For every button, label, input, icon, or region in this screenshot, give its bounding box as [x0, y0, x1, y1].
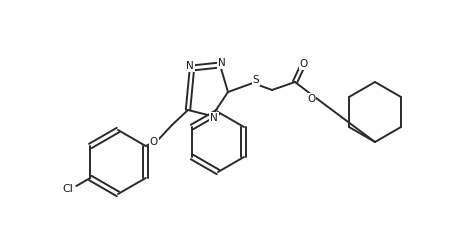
Text: N: N: [186, 61, 194, 71]
Text: O: O: [300, 59, 308, 69]
Text: Cl: Cl: [63, 184, 74, 194]
Text: O: O: [150, 137, 158, 147]
Text: N: N: [210, 113, 218, 123]
Text: N: N: [218, 58, 226, 68]
Text: S: S: [253, 75, 259, 85]
Text: O: O: [307, 94, 315, 104]
